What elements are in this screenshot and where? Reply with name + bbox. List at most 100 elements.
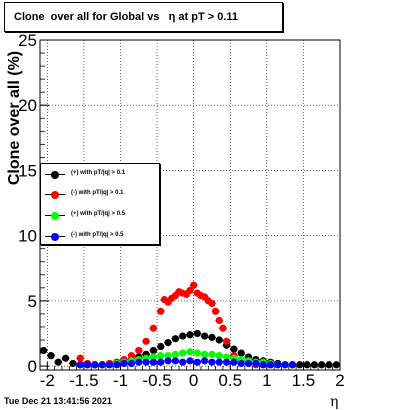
chart-title: Clone over all for Global vs η at pT > 0… xyxy=(4,2,283,32)
data-point xyxy=(83,361,92,369)
data-point xyxy=(208,350,216,358)
data-point xyxy=(215,316,223,325)
data-point xyxy=(318,361,326,369)
data-point xyxy=(237,359,245,368)
legend-label: (+) with pT/|q| > 0.1 xyxy=(71,170,126,176)
data-point xyxy=(215,358,223,366)
data-point xyxy=(222,337,231,345)
data-point xyxy=(171,357,179,365)
timestamp: Tue Dec 21 13:41:56 2021 xyxy=(4,396,112,406)
data-point xyxy=(171,350,179,358)
data-marks xyxy=(39,281,341,369)
data-point xyxy=(149,346,158,355)
legend-label: (-) with pT/|q| > 0.1 xyxy=(71,190,124,196)
data-point xyxy=(164,339,172,347)
data-point xyxy=(186,357,194,365)
data-point xyxy=(76,361,84,369)
data-point xyxy=(69,359,77,368)
y-tick-label: 15 xyxy=(18,161,37,180)
data-point xyxy=(193,329,201,338)
legend-marker xyxy=(51,233,59,241)
data-point xyxy=(142,337,150,345)
data-point xyxy=(164,357,172,365)
data-point xyxy=(157,342,165,351)
data-point xyxy=(105,361,114,369)
legend-item: (+) with pT/|q| > 0.1 xyxy=(41,168,159,182)
data-point xyxy=(157,358,165,366)
y-tick-label: 0 xyxy=(28,357,37,376)
data-point xyxy=(135,346,143,355)
data-point xyxy=(193,349,201,357)
data-point xyxy=(215,352,223,360)
data-point xyxy=(186,286,194,295)
data-point xyxy=(40,346,48,355)
x-tick-label: -2 xyxy=(40,371,55,390)
data-point xyxy=(288,361,297,369)
data-point xyxy=(54,358,62,366)
data-point xyxy=(47,352,55,360)
data-point xyxy=(113,361,121,369)
data-point xyxy=(149,353,158,361)
data-point xyxy=(332,361,340,369)
data-point xyxy=(91,361,99,369)
x-axis-label: η xyxy=(330,394,339,410)
data-point xyxy=(310,361,318,369)
data-point xyxy=(208,333,216,341)
data-point xyxy=(230,345,238,353)
data-point xyxy=(215,336,223,344)
data-point xyxy=(190,281,198,289)
y-axis-label: Clone over all (%) xyxy=(6,50,23,186)
data-point xyxy=(237,349,245,357)
x-tick-label: 1.5 xyxy=(292,371,316,390)
data-point xyxy=(127,359,136,368)
data-point xyxy=(135,358,143,366)
data-point xyxy=(164,352,172,360)
data-point xyxy=(201,332,209,340)
data-point xyxy=(149,324,158,332)
data-point xyxy=(76,354,84,362)
data-point xyxy=(142,358,150,366)
legend: (+) with pT/|q| > 0.1 (-) with pT/|q| > … xyxy=(40,163,160,245)
legend-item: (+) with pT/|q| > 0.5 xyxy=(41,209,159,223)
series-group xyxy=(76,357,297,369)
data-point xyxy=(244,359,253,368)
x-tick-label: -1.5 xyxy=(69,371,98,390)
data-point xyxy=(222,358,231,366)
data-point xyxy=(179,358,187,366)
data-point xyxy=(222,353,231,361)
data-point xyxy=(230,358,238,366)
x-tick-label: 2 xyxy=(335,371,344,390)
data-point xyxy=(120,359,128,368)
data-point xyxy=(259,361,267,369)
x-tick-label: 0 xyxy=(189,371,198,390)
data-point xyxy=(179,332,187,340)
y-tick-label: 5 xyxy=(28,292,37,311)
data-point xyxy=(303,361,311,369)
data-point xyxy=(212,307,220,315)
data-point xyxy=(325,361,333,369)
y-tick-label: 10 xyxy=(18,227,37,246)
x-tick-label: -1 xyxy=(113,371,128,390)
data-point xyxy=(208,358,216,366)
y-tick-label: 25 xyxy=(18,31,37,50)
data-point xyxy=(157,307,165,315)
data-point xyxy=(186,331,194,339)
legend-label: (+) with pT/|q| > 0.5 xyxy=(71,211,126,217)
data-point xyxy=(208,299,216,308)
data-point xyxy=(179,349,187,357)
data-point xyxy=(252,359,260,368)
data-point xyxy=(171,335,179,343)
legend-marker xyxy=(51,212,59,220)
x-tick-label: -0.5 xyxy=(142,371,171,390)
legend-marker xyxy=(51,171,59,179)
data-point xyxy=(274,361,282,369)
data-point xyxy=(157,352,165,360)
legend-item: (-) with pT/|q| > 0.5 xyxy=(41,230,159,244)
data-point xyxy=(296,361,304,369)
data-point xyxy=(266,361,275,369)
data-point xyxy=(98,361,106,369)
data-point xyxy=(193,358,201,366)
data-point xyxy=(149,358,158,366)
